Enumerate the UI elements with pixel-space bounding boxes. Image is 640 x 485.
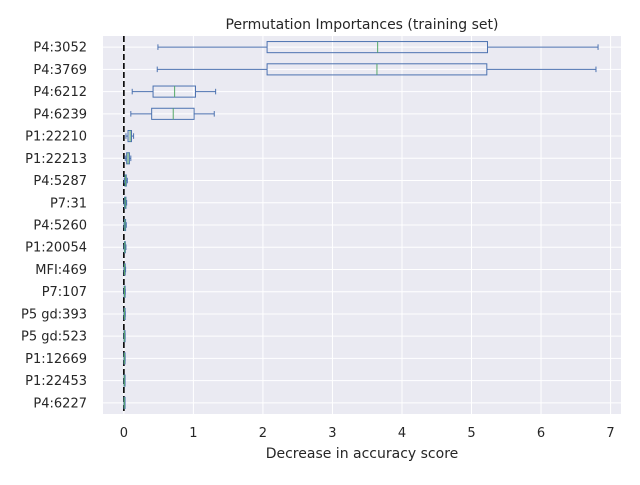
box-p5-gd-393 (123, 307, 126, 321)
box-series (123, 41, 599, 409)
box-p1-20054 (123, 241, 127, 254)
box-p4-6239 (130, 107, 215, 120)
y-tick-label: P4:5260 (33, 219, 87, 234)
x-tick-label: 4 (398, 426, 406, 441)
y-tick-label: P4:6212 (33, 85, 87, 100)
box-p4-6212 (131, 85, 217, 98)
box-p1-22210 (125, 130, 135, 143)
x-tick-label: 6 (537, 426, 545, 441)
y-tick-label: P7:31 (50, 196, 87, 211)
y-tick-label: MFI:469 (35, 263, 87, 278)
x-axis-label: Decrease in accuracy score (266, 446, 459, 462)
box-p5-gd-523 (123, 330, 126, 343)
y-tick-label: P4:6227 (33, 396, 87, 411)
y-tick-label: P1:22213 (25, 152, 87, 167)
box-mfi-469 (123, 263, 127, 276)
box-p4-5287 (123, 174, 128, 187)
y-tick-label: P5 gd:523 (21, 330, 87, 345)
y-tick-label: P1:12669 (25, 352, 87, 367)
y-tick-labels: P4:3052 P4:3769 P4:6212 P4:6239 P1:22210 P1:2… (21, 41, 87, 412)
x-tick-label: 2 (259, 426, 267, 441)
x-tick-label: 0 (120, 426, 128, 441)
y-tick-label: P4:6239 (33, 107, 87, 122)
y-tick-label: P7:107 (42, 285, 87, 300)
x-tick-label: 7 (606, 426, 614, 441)
box-p1-22213 (124, 152, 132, 165)
y-tick-label: P4:3052 (33, 41, 87, 56)
chart-title: Permutation Importances (training set) (226, 17, 499, 33)
box-p1-12669 (123, 352, 126, 365)
box-p4-6227 (123, 396, 126, 409)
box-p7-31 (123, 196, 128, 209)
box-p7-107 (123, 285, 126, 298)
x-tick-label: 5 (467, 426, 475, 441)
x-tick-labels: 0 1 2 3 4 5 6 7 (120, 426, 615, 441)
y-tick-label: P4:5287 (33, 174, 87, 189)
y-tick-label: P1:20054 (25, 241, 87, 256)
x-tick-label: 3 (328, 426, 336, 441)
y-tick-label: P5 gd:393 (21, 307, 87, 322)
y-tick-label: P4:3769 (33, 63, 87, 78)
y-tick-label: P1:22210 (25, 130, 87, 145)
x-tick-label: 1 (189, 426, 197, 441)
box-p4-5260 (123, 218, 127, 232)
y-tick-label: P1:22453 (25, 374, 87, 389)
box-p4-3769 (156, 63, 597, 76)
box-p4-3052 (157, 41, 599, 54)
box-p1-22453 (123, 374, 126, 387)
